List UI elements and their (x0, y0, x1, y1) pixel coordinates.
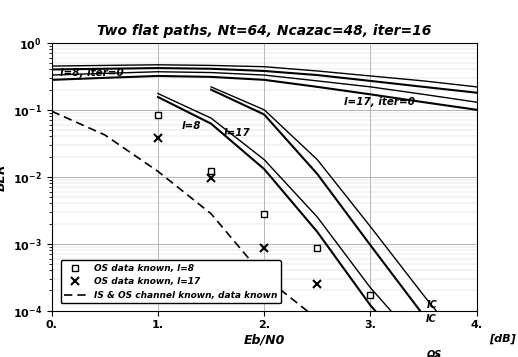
X-axis label: Eb/N0: Eb/N0 (243, 333, 285, 346)
Text: [dB]: [dB] (490, 333, 516, 344)
Text: l=17: l=17 (224, 129, 251, 139)
Text: l=8, iter=0: l=8, iter=0 (60, 68, 124, 78)
Text: l=17, iter=0: l=17, iter=0 (344, 97, 415, 107)
Text: OS: OS (427, 350, 442, 357)
Text: IC: IC (427, 300, 437, 310)
Title: Two flat paths, Nt=64, Ncazac=48, iter=16: Two flat paths, Nt=64, Ncazac=48, iter=1… (97, 24, 431, 37)
Legend: OS data known, l=8, OS data known, l=17, IS & OS channel known, data known: OS data known, l=8, OS data known, l=17,… (61, 260, 281, 303)
Text: IC: IC (426, 314, 436, 324)
Text: OS: OS (426, 356, 441, 357)
Y-axis label: BER: BER (0, 163, 7, 191)
Text: l=8: l=8 (181, 121, 201, 131)
